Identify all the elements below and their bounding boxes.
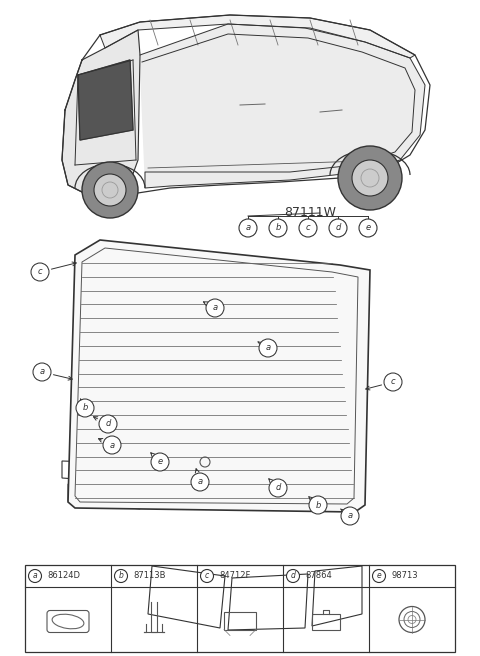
Text: c: c <box>38 268 42 276</box>
Text: e: e <box>157 457 163 466</box>
Circle shape <box>269 219 287 237</box>
Text: a: a <box>348 512 353 520</box>
Text: 87113B: 87113B <box>133 571 166 581</box>
Circle shape <box>99 415 117 433</box>
Circle shape <box>151 453 169 471</box>
Text: a: a <box>109 440 115 449</box>
Text: d: d <box>105 419 111 428</box>
Circle shape <box>201 569 214 583</box>
Circle shape <box>287 569 300 583</box>
Circle shape <box>352 160 388 196</box>
Circle shape <box>94 174 126 206</box>
Circle shape <box>299 219 317 237</box>
Text: 84712F: 84712F <box>219 571 251 581</box>
Circle shape <box>341 507 359 525</box>
Circle shape <box>82 162 138 218</box>
Polygon shape <box>68 240 370 512</box>
Text: c: c <box>306 224 310 232</box>
Text: a: a <box>39 367 45 377</box>
Text: a: a <box>33 571 37 581</box>
Text: 86124D: 86124D <box>47 571 80 581</box>
Circle shape <box>76 399 94 417</box>
Circle shape <box>33 363 51 381</box>
Text: 87864: 87864 <box>305 571 332 581</box>
Circle shape <box>372 569 385 583</box>
Text: b: b <box>276 224 281 232</box>
Polygon shape <box>100 15 415 58</box>
Text: d: d <box>276 483 281 493</box>
Circle shape <box>103 436 121 454</box>
Text: b: b <box>315 501 321 510</box>
Text: e: e <box>377 571 382 581</box>
Text: d: d <box>336 224 341 232</box>
Text: e: e <box>365 224 371 232</box>
Circle shape <box>239 219 257 237</box>
Bar <box>85 178 135 192</box>
Circle shape <box>338 146 402 210</box>
Text: a: a <box>265 344 271 352</box>
Text: b: b <box>82 403 88 413</box>
Text: b: b <box>119 571 123 581</box>
Text: d: d <box>290 571 295 581</box>
Circle shape <box>259 339 277 357</box>
Text: a: a <box>213 304 217 312</box>
Circle shape <box>359 219 377 237</box>
Circle shape <box>191 473 209 491</box>
Polygon shape <box>62 30 140 195</box>
Circle shape <box>309 496 327 514</box>
Circle shape <box>28 569 41 583</box>
Circle shape <box>115 569 128 583</box>
Text: 98713: 98713 <box>391 571 418 581</box>
Bar <box>312 613 340 630</box>
Polygon shape <box>78 60 133 140</box>
Circle shape <box>269 479 287 497</box>
Text: c: c <box>391 377 396 386</box>
Polygon shape <box>140 24 425 188</box>
Text: 87111W: 87111W <box>284 205 336 218</box>
Text: a: a <box>197 478 203 487</box>
Circle shape <box>384 373 402 391</box>
Text: c: c <box>205 571 209 581</box>
Text: a: a <box>245 224 251 232</box>
Circle shape <box>329 219 347 237</box>
Bar <box>25 565 455 652</box>
Circle shape <box>206 299 224 317</box>
Circle shape <box>31 263 49 281</box>
